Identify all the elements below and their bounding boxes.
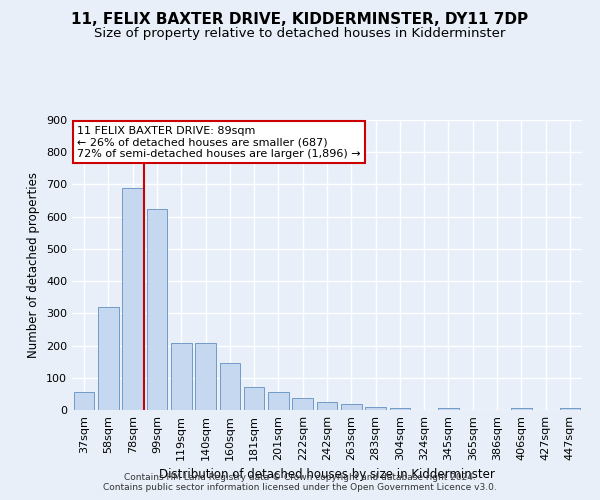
- Text: 11 FELIX BAXTER DRIVE: 89sqm
← 26% of detached houses are smaller (687)
72% of s: 11 FELIX BAXTER DRIVE: 89sqm ← 26% of de…: [77, 126, 361, 159]
- Bar: [317, 402, 337, 410]
- Bar: [341, 404, 362, 410]
- Bar: [98, 307, 119, 410]
- Bar: [438, 408, 459, 410]
- Bar: [511, 408, 532, 410]
- X-axis label: Distribution of detached houses by size in Kidderminster: Distribution of detached houses by size …: [159, 468, 495, 481]
- Bar: [365, 407, 386, 410]
- Bar: [171, 344, 191, 410]
- Text: 11, FELIX BAXTER DRIVE, KIDDERMINSTER, DY11 7DP: 11, FELIX BAXTER DRIVE, KIDDERMINSTER, D…: [71, 12, 529, 28]
- Bar: [244, 388, 265, 410]
- Bar: [146, 208, 167, 410]
- Bar: [560, 408, 580, 410]
- Bar: [292, 398, 313, 410]
- Text: Size of property relative to detached houses in Kidderminster: Size of property relative to detached ho…: [94, 28, 506, 40]
- Y-axis label: Number of detached properties: Number of detached properties: [28, 172, 40, 358]
- Bar: [268, 392, 289, 410]
- Bar: [195, 344, 216, 410]
- Bar: [122, 188, 143, 410]
- Bar: [74, 392, 94, 410]
- Bar: [389, 408, 410, 410]
- Bar: [220, 364, 240, 410]
- Text: Contains HM Land Registry data © Crown copyright and database right 2024.
Contai: Contains HM Land Registry data © Crown c…: [103, 473, 497, 492]
